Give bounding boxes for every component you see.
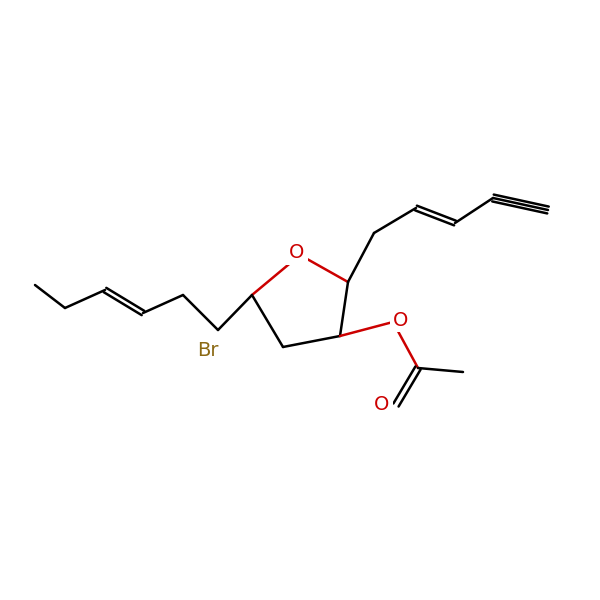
Text: O: O	[374, 395, 389, 415]
Text: O: O	[289, 244, 305, 263]
Text: Br: Br	[197, 340, 219, 359]
Text: O: O	[394, 311, 409, 329]
